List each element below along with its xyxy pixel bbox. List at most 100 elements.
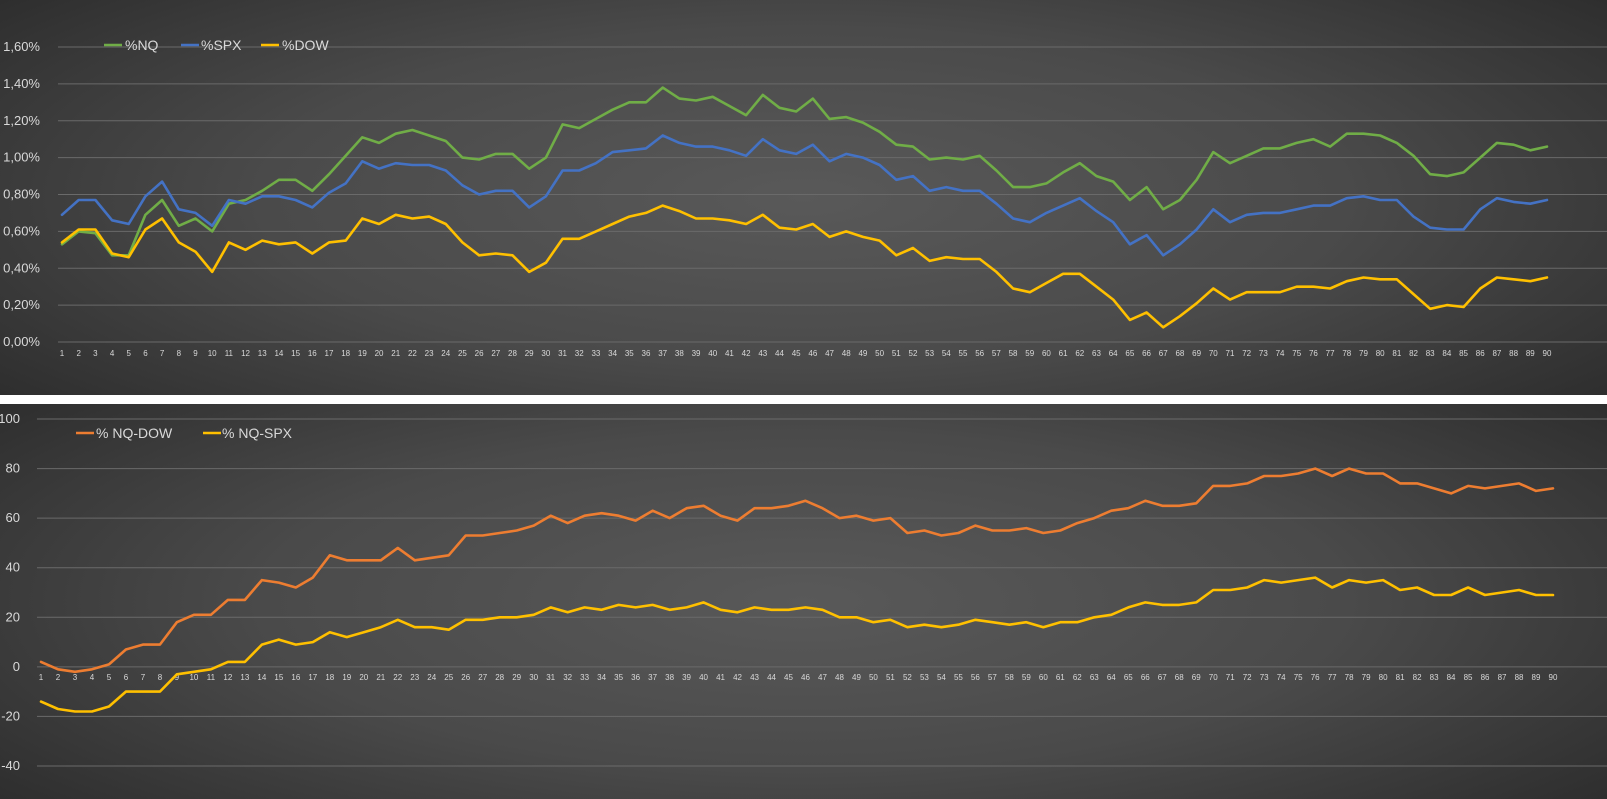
x-tick-label: 89 — [1532, 673, 1541, 682]
x-tick-label: 41 — [716, 673, 725, 682]
x-tick-label: 14 — [274, 349, 283, 358]
x-tick-label: 81 — [1392, 349, 1401, 358]
x-tick-label: 80 — [1379, 673, 1388, 682]
x-tick-label: 7 — [141, 673, 146, 682]
x-tick-label: 53 — [925, 349, 934, 358]
x-tick-label: 2 — [56, 673, 61, 682]
x-tick-label: 51 — [886, 673, 895, 682]
x-tick-label: 49 — [858, 349, 867, 358]
x-tick-label: 69 — [1192, 673, 1201, 682]
x-tick-label: 90 — [1543, 349, 1552, 358]
x-tick-label: 43 — [750, 673, 759, 682]
x-tick-label: 89 — [1526, 349, 1535, 358]
x-tick-label: 31 — [546, 673, 555, 682]
x-tick-label: 71 — [1226, 349, 1235, 358]
x-tick-label: 67 — [1159, 349, 1168, 358]
x-tick-label: 46 — [808, 349, 817, 358]
x-tick-label: 74 — [1276, 349, 1285, 358]
x-tick-label: 1 — [60, 349, 65, 358]
x-tick-label: 50 — [875, 349, 884, 358]
x-tick-label: 77 — [1328, 673, 1337, 682]
legend-label-pct-nq-dow: % NQ-DOW — [96, 425, 173, 441]
x-tick-label: 47 — [818, 673, 827, 682]
legend-label-pctnq: %NQ — [125, 37, 159, 53]
x-tick-label: 51 — [892, 349, 901, 358]
legend-label-pctspx: %SPX — [201, 37, 242, 53]
x-tick-label: 25 — [458, 349, 467, 358]
x-tick-label: 88 — [1509, 349, 1518, 358]
x-tick-label: 23 — [425, 349, 434, 358]
x-axis-ticks: 1 2 3 4 5 6 7 8 9 10 11 12 13 14 15 16 17 18 19 20 21 22 23 24 2… — [60, 349, 1552, 358]
x-tick-label: 48 — [842, 349, 851, 358]
x-tick-label: 20 — [359, 673, 368, 682]
x-tick-label: 78 — [1342, 349, 1351, 358]
x-tick-label: 57 — [992, 349, 1001, 358]
x-tick-label: 70 — [1209, 673, 1218, 682]
x-tick-label: 35 — [625, 349, 634, 358]
y-tick-label: 0,00% — [3, 334, 40, 349]
x-tick-label: 50 — [869, 673, 878, 682]
x-tick-label: 66 — [1141, 673, 1150, 682]
x-tick-label: 23 — [410, 673, 419, 682]
x-tick-label: 22 — [408, 349, 417, 358]
x-tick-label: 36 — [631, 673, 640, 682]
legend-label-pct-nq-spx: % NQ-SPX — [222, 425, 293, 441]
x-tick-label: 76 — [1311, 673, 1320, 682]
x-tick-label: 60 — [1042, 349, 1051, 358]
x-tick-label: 31 — [558, 349, 567, 358]
x-tick-label: 40 — [699, 673, 708, 682]
x-tick-label: 36 — [642, 349, 651, 358]
x-tick-label: 59 — [1022, 673, 1031, 682]
x-tick-label: 37 — [658, 349, 667, 358]
x-tick-label: 75 — [1292, 349, 1301, 358]
series-line-pct-nq-dow — [39, 467, 1555, 674]
x-tick-label: 11 — [225, 349, 234, 358]
y-tick-label: -20 — [1, 708, 20, 723]
x-tick-label: 68 — [1175, 349, 1184, 358]
y-tick-label: 20 — [6, 609, 20, 624]
x-tick-label: 73 — [1259, 349, 1268, 358]
x-tick-label: 88 — [1515, 673, 1524, 682]
x-tick-label: 66 — [1142, 349, 1151, 358]
x-tick-label: 54 — [942, 349, 951, 358]
chart-top: 0,00% 0,20% 0,40% 0,60% 0,80% 1,00% 1,20% 1,40%… — [3, 37, 1607, 358]
x-tick-label: 24 — [441, 349, 450, 358]
x-tick-label: 82 — [1409, 349, 1418, 358]
x-tick-label: 85 — [1459, 349, 1468, 358]
y-tick-label: 0,60% — [3, 223, 40, 238]
x-tick-label: 61 — [1059, 349, 1068, 358]
x-tick-label: 29 — [512, 673, 521, 682]
x-tick-label: 86 — [1476, 349, 1485, 358]
x-tick-label: 9 — [193, 349, 198, 358]
x-tick-label: 60 — [1039, 673, 1048, 682]
x-tick-label: 20 — [375, 349, 384, 358]
x-tick-label: 7 — [160, 349, 165, 358]
x-tick-label: 41 — [725, 349, 734, 358]
x-tick-label: 78 — [1345, 673, 1354, 682]
gridlines — [58, 46, 1607, 343]
x-tick-label: 67 — [1158, 673, 1167, 682]
x-tick-label: 64 — [1109, 349, 1118, 358]
x-tick-label: 30 — [541, 349, 550, 358]
x-tick-label: 56 — [975, 349, 984, 358]
x-tick-label: 6 — [124, 673, 129, 682]
x-tick-label: 13 — [240, 673, 249, 682]
x-tick-label: 44 — [767, 673, 776, 682]
x-tick-label: 8 — [177, 349, 182, 358]
x-tick-label: 84 — [1447, 673, 1456, 682]
x-tick-label: 29 — [525, 349, 534, 358]
y-tick-label: 0,40% — [3, 260, 40, 275]
x-tick-label: 17 — [308, 673, 317, 682]
x-tick-label: 87 — [1498, 673, 1507, 682]
y-axis-ticks: -40 -20 0 20 40 60 80 100 — [0, 411, 20, 773]
x-tick-label: 84 — [1442, 349, 1451, 358]
x-tick-label: 56 — [971, 673, 980, 682]
x-tick-label: 15 — [291, 349, 300, 358]
x-tick-label: 55 — [954, 673, 963, 682]
x-tick-label: 24 — [427, 673, 436, 682]
y-tick-label: 40 — [6, 560, 20, 575]
x-tick-label: 47 — [825, 349, 834, 358]
x-tick-label: 28 — [508, 349, 517, 358]
x-tick-label: 52 — [903, 673, 912, 682]
